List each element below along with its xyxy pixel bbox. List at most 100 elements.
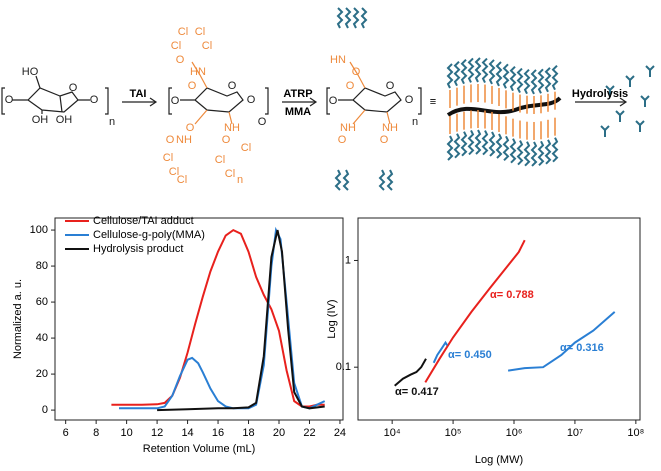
polymer-chain: [453, 60, 461, 87]
polymer-chain: [495, 61, 503, 87]
x-tick-label: 10⁸: [627, 427, 644, 439]
x-tick-label: 10⁷: [567, 427, 583, 439]
atom-label: Cl: [177, 174, 187, 186]
polymer-chain: [344, 7, 352, 29]
polymer-chain: [481, 130, 489, 156]
bonds: [191, 61, 233, 125]
atom-label: O: [166, 134, 175, 146]
annotation: α= 0.788: [490, 289, 534, 301]
atom-label: O: [258, 116, 267, 128]
legend-label: Hydrolysis product: [93, 243, 183, 255]
atom-label: Cl: [225, 168, 235, 180]
plot-frame: [357, 217, 641, 421]
series-line: [111, 228, 325, 408]
brackets: [326, 87, 422, 115]
polymer-chain: [544, 139, 552, 165]
ring: [12, 87, 79, 113]
brackets: [1, 87, 109, 115]
atom-label: OH: [32, 114, 49, 126]
y-tick-label: 20: [36, 368, 48, 380]
atom-label: n: [237, 174, 243, 186]
x-tick-label: 8: [93, 427, 99, 439]
polymer-chain: [537, 140, 545, 167]
atom-label: NH: [382, 122, 398, 134]
polymer-chain: [488, 131, 496, 157]
x-tick-label: 10⁵: [445, 427, 462, 439]
fragment: [625, 75, 635, 87]
atom-label: O: [186, 122, 195, 134]
equivalence: ≡: [430, 96, 436, 108]
y-tick-label: 1: [345, 254, 351, 266]
polymer-chain: [360, 7, 368, 29]
atom-label: n: [412, 116, 418, 128]
annotation: α= 0.450: [448, 349, 492, 361]
backbone: [446, 96, 562, 117]
x-tick-label: 14: [181, 427, 193, 439]
atom-label: HO: [22, 66, 39, 78]
arrow-label: TAI: [130, 88, 147, 100]
atom-label: O: [380, 134, 389, 146]
polymer-chain: [446, 135, 454, 161]
arrowhead: [149, 97, 158, 107]
atom-label: NH: [224, 122, 240, 134]
polymer-chain: [509, 138, 517, 164]
atom-label: NH: [176, 134, 192, 146]
atom-label: O: [338, 134, 347, 146]
series-line: [424, 239, 526, 383]
atom-label: NH: [340, 122, 356, 134]
polymer-chain: [530, 69, 538, 95]
polymer-chain: [530, 141, 538, 167]
atom-label: O: [90, 94, 99, 106]
polymer-chain: [502, 135, 510, 162]
polymer-chain: [378, 169, 386, 191]
ring: [338, 87, 402, 113]
plot-frame: [54, 217, 344, 421]
annotation: α= 0.417: [395, 386, 439, 398]
atom-label: O: [247, 94, 256, 106]
y-tick-label: 0: [42, 404, 48, 416]
fragment: [600, 125, 610, 137]
polymer-chain: [460, 131, 468, 157]
x-tick-label: 18: [242, 427, 254, 439]
polymer-chain: [474, 129, 482, 155]
polymer-chain: [334, 169, 342, 191]
brackets: [168, 87, 269, 115]
polymer-chain: [516, 67, 524, 93]
atom-label: n: [109, 116, 115, 128]
series-line: [394, 358, 427, 387]
polymer-chain: [460, 58, 468, 85]
x-tick-label: 20: [273, 427, 285, 439]
polymer-chain: [516, 140, 524, 166]
fragment: [635, 120, 645, 132]
atom-label: O: [176, 54, 185, 66]
atom-label: O: [5, 94, 14, 106]
polymer-chain: [352, 7, 360, 29]
atom-label: Cl: [215, 154, 225, 166]
x-tick-label: 10: [120, 427, 132, 439]
arrow-label: MMA: [285, 106, 311, 118]
bonds: [349, 61, 391, 125]
polymer-chain: [481, 57, 489, 83]
x-tick-label: 6: [63, 427, 69, 439]
atom-label: O: [405, 94, 414, 106]
atom-label: O: [222, 134, 231, 146]
polymer-chain: [537, 68, 545, 94]
atom-label: Cl: [163, 152, 173, 164]
polymer-chain: [509, 65, 517, 92]
x-tick-label: 10⁶: [506, 427, 523, 439]
atom-label: O: [228, 80, 237, 92]
atom-label: O: [386, 80, 395, 92]
polymer-chain: [495, 133, 503, 159]
arrow-label: Hydrolysis: [572, 88, 628, 100]
atom-label: Cl: [169, 166, 179, 178]
y-tick-label: 0.1: [336, 361, 351, 373]
polymer-chain: [474, 57, 482, 83]
legend-label: Cellulose-g-poly(MMA): [93, 229, 205, 241]
polymer-chain: [453, 133, 461, 159]
polymer-chain: [336, 7, 344, 29]
x-tick-label: 16: [212, 427, 224, 439]
x-tick-label: 10⁴: [384, 427, 401, 439]
charts: 6 8 10 12 14 16 18 20 22 24 0 20 40 60 80 100 Retention …: [12, 215, 644, 466]
polymer-chain: [467, 57, 475, 83]
